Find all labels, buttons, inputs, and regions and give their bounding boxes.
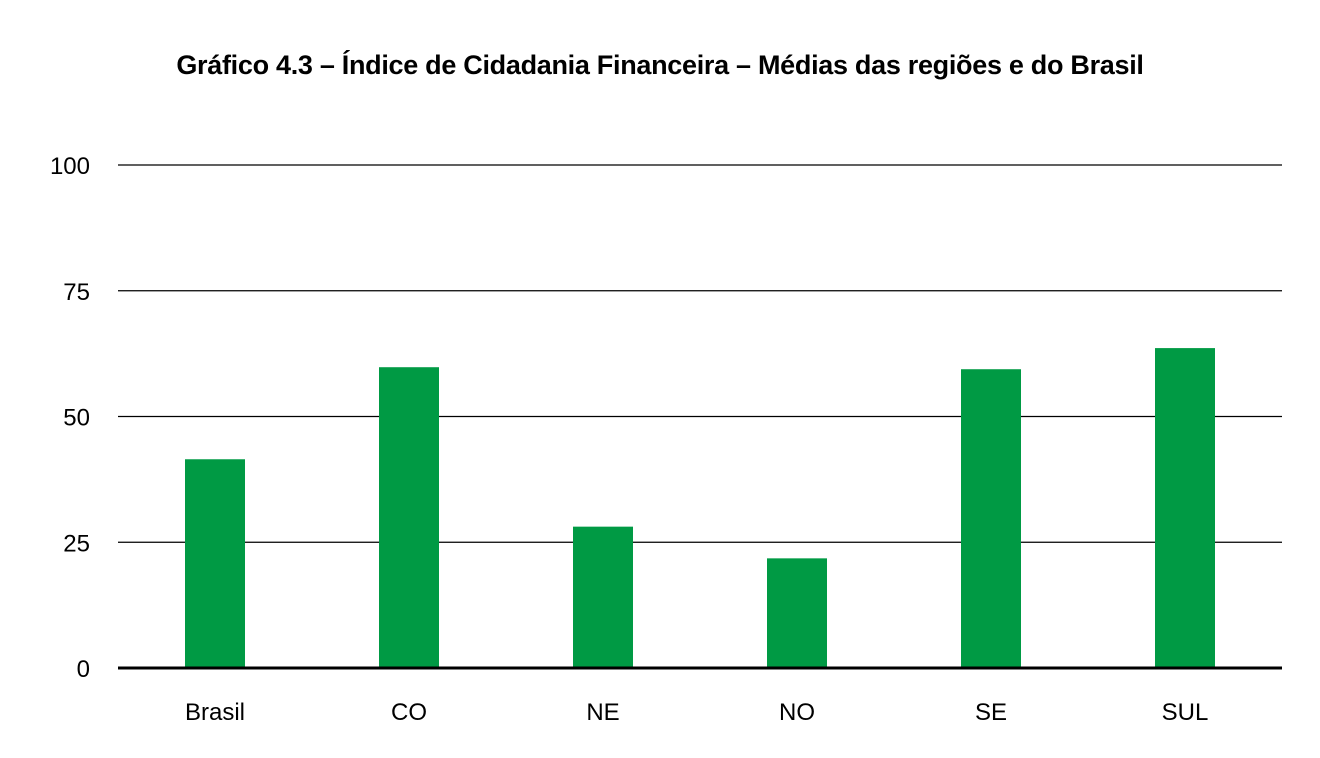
x-tick-label: NO — [779, 699, 815, 726]
x-tick-label: CO — [391, 699, 427, 726]
bar-sul — [1155, 348, 1215, 668]
x-tick-label: NE — [586, 699, 619, 726]
bar-ne — [573, 526, 633, 668]
x-axis-labels: Brasil CO NE NO SE SUL — [185, 699, 1208, 726]
x-tick-label: SUL — [1162, 699, 1209, 726]
y-tick-label: 25 — [63, 530, 90, 557]
y-tick-label: 0 — [77, 656, 90, 683]
chart-title: Gráfico 4.3 – Índice de Cidadania Financ… — [176, 50, 1144, 80]
y-tick-label: 75 — [63, 279, 90, 306]
bar-co — [379, 367, 439, 668]
x-tick-label: Brasil — [185, 699, 245, 726]
y-axis-ticks: 0 25 50 75 100 — [50, 153, 90, 683]
bar-se — [961, 369, 1021, 668]
y-tick-label: 50 — [63, 405, 90, 432]
bars — [185, 348, 1215, 668]
gridlines — [118, 164, 1282, 543]
x-tick-label: SE — [975, 699, 1007, 726]
bar-no — [767, 558, 827, 668]
y-tick-label: 100 — [50, 153, 90, 180]
bar-brasil — [185, 459, 245, 668]
